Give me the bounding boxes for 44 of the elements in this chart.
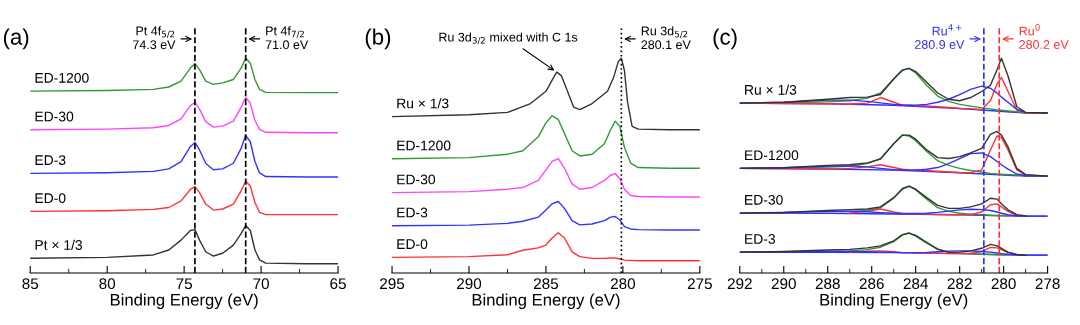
x-tick-label: 295: [380, 278, 405, 290]
series-label: Ru × 1/3: [397, 98, 449, 109]
ref-line-label: Ru$^{4+}$ 280.9 eV: [914, 24, 965, 49]
chart-title: (b): [365, 28, 391, 50]
series-label: ED-0: [397, 239, 428, 250]
annotation: Ru 3d$_{3/2}$ mixed with C 1s: [439, 32, 578, 45]
x-tick-label: 280: [610, 278, 636, 290]
x-tick-label: 70: [253, 278, 269, 290]
chart-title: (c): [713, 28, 737, 50]
ref-line-label: Pt 4f$_{5/2}$ 74.3 eV: [133, 26, 176, 50]
series-label: ED-3: [35, 155, 66, 166]
ref-line-label: Ru$^{0}$ 280.2 eV: [1019, 24, 1069, 49]
x-tick-label: 282: [947, 278, 972, 290]
series-label: ED-1200: [745, 150, 799, 161]
series-label: ED-0: [35, 193, 66, 204]
x-axis-title: Binding Energy (eV): [472, 293, 620, 310]
series-label: ED-30: [397, 174, 436, 185]
x-tick-label: 278: [1035, 278, 1060, 290]
series-label: ED-30: [35, 111, 74, 122]
series-label: Pt × 1/3: [35, 239, 83, 250]
series-label: Ru × 1/3: [745, 84, 797, 95]
chart-title: (a): [3, 28, 29, 50]
x-tick-label: 285: [533, 278, 559, 290]
series-label: ED-1200: [35, 72, 89, 83]
x-tick-label: 275: [687, 278, 712, 290]
series-label: ED-30: [745, 194, 783, 205]
x-axis-title: Binding Energy (eV): [110, 293, 258, 310]
x-tick-label: 292: [727, 278, 752, 290]
x-tick-label: 290: [771, 278, 796, 290]
series-label: ED-1200: [397, 140, 451, 151]
ref-line-label: Ru 3d$_{5/2}$ 280.1 eV: [641, 26, 691, 50]
x-tick-label: 284: [903, 278, 928, 290]
x-tick-label: 290: [457, 278, 482, 290]
ref-line-label: Pt 4f$_{7/2}$ 71.0 eV: [265, 26, 309, 50]
series-label: ED-3: [745, 234, 775, 244]
x-tick-label: 80: [99, 278, 116, 290]
x-axis-title: Binding Energy (eV): [820, 293, 968, 310]
x-tick-label: 75: [176, 278, 192, 290]
x-tick-label: 65: [330, 278, 346, 290]
x-tick-label: 85: [22, 278, 39, 290]
x-tick-label: 280: [991, 278, 1016, 290]
series-label: ED-3: [397, 207, 428, 218]
x-tick-label: 288: [815, 278, 840, 290]
x-tick-label: 286: [859, 278, 884, 290]
